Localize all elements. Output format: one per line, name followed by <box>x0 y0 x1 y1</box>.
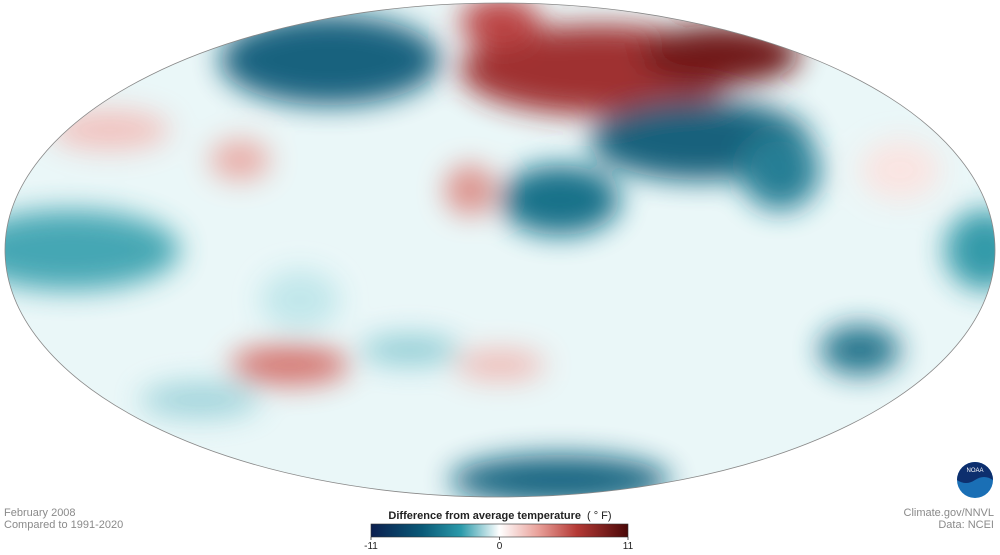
source: Data: NCEI <box>938 519 994 531</box>
legend-title: Difference from average temperature ( ° F… <box>388 510 611 522</box>
colorbar <box>370 523 629 538</box>
colorbar-tick-label: -11 <box>364 541 378 552</box>
date: February 2008 <box>4 507 76 519</box>
anomaly-map <box>5 3 995 497</box>
colorbar-tick-label: 0 <box>497 541 503 552</box>
colorbar-tick-label: 11 <box>623 541 634 552</box>
globe-outline <box>4 2 996 498</box>
svg-text:NOAA: NOAA <box>966 468 983 474</box>
credit: Climate.gov/NNVL <box>904 507 994 519</box>
legend-title-text: Difference from average temperature <box>388 510 581 522</box>
baseline: Compared to 1991-2020 <box>4 519 123 531</box>
legend-unit: ( ° F) <box>587 510 612 522</box>
noaa-logo: NOAA <box>957 462 993 498</box>
